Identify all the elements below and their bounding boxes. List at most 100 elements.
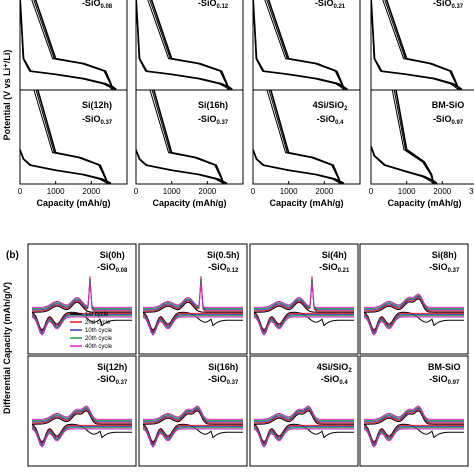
dqdv-panel-2: Si(0.5h) -SiO0.12 bbox=[138, 243, 248, 355]
voltage-curve-charge-cycle-3 bbox=[391, 89, 434, 184]
dqdv-charge-curve-2 bbox=[253, 408, 354, 424]
dqdv-charge-curve-2 bbox=[142, 408, 243, 424]
panel-frame bbox=[249, 355, 359, 467]
legend: 1st cycle 2nd cycle 10th cycle 20th cycle 40… bbox=[70, 312, 113, 350]
x-tick-label: 2000 bbox=[82, 187, 100, 196]
dqdv-charge-curve-5 bbox=[363, 293, 464, 308]
x-tick-label: 2000 bbox=[198, 187, 216, 196]
x-tick-label: 0 bbox=[251, 187, 256, 196]
dqdv-discharge-curve-4 bbox=[142, 315, 243, 335]
dqdv-charge-curve-4 bbox=[31, 406, 132, 422]
dqdv-panel-6: Si(16h) -SiO0.37 bbox=[138, 355, 248, 467]
dqdv-discharge-curve-5 bbox=[142, 316, 243, 336]
dqdv-composition-label-6: -SiO0.37 bbox=[208, 374, 239, 386]
dqdv-discharge-curve-2 bbox=[363, 312, 464, 333]
dqdv-discharge-curve-4 bbox=[142, 427, 243, 447]
dqdv-panel-8: BM-SiO -SiO0.97 bbox=[359, 355, 469, 467]
dqdv-charge-curve-2 bbox=[253, 276, 354, 312]
voltage-curve-charge-cycle-3 bbox=[382, 0, 459, 90]
dqdv-charge-curve-1 bbox=[253, 301, 354, 313]
dqdv-sample-label-4: Si(8h) bbox=[432, 250, 457, 260]
dqdv-charge-curve-4 bbox=[31, 281, 132, 310]
voltage-curve-charge-cycle-1 bbox=[267, 0, 345, 90]
voltage-curve-discharge-cycle-3 bbox=[135, 0, 229, 90]
x-tick-label: 1000 bbox=[280, 187, 298, 196]
voltage-curve-discharge-cycle-3 bbox=[370, 146, 434, 184]
voltage-curve-charge-cycle-2 bbox=[33, 0, 114, 90]
x-tick-label: 1000 bbox=[47, 187, 65, 196]
dqdv-discharge-curve-5 bbox=[31, 316, 132, 336]
x-tick-label: 0 bbox=[369, 187, 374, 196]
voltage-curve-charge-cycle-3 bbox=[149, 89, 224, 184]
legend-label-5: 40th cycle bbox=[85, 344, 113, 350]
voltage-curve-discharge-cycle-3 bbox=[135, 149, 224, 184]
dqdv-discharge-curve-3 bbox=[31, 426, 132, 446]
x-tick-label: 1000 bbox=[163, 187, 181, 196]
dqdv-discharge-curve-4 bbox=[31, 315, 132, 335]
dqdv-charge-curve-4 bbox=[363, 406, 464, 422]
dqdv-charge-curve-3 bbox=[31, 407, 132, 423]
voltage-composition-label-4: -SiO0.37 bbox=[433, 0, 464, 10]
dqdv-discharge-curve-3 bbox=[363, 426, 464, 446]
dqdv-charge-curve-5 bbox=[253, 405, 354, 420]
voltage-curve-discharge-cycle-3 bbox=[19, 0, 113, 90]
dqdv-charge-curve-3 bbox=[363, 407, 464, 423]
voltage-sample-label-5: Si(12h) bbox=[82, 100, 112, 110]
voltage-curve-charge-cycle-1 bbox=[34, 0, 114, 90]
panel-frame bbox=[27, 243, 137, 355]
dqdv-discharge-curve-4 bbox=[363, 427, 464, 447]
voltage-curve-charge-cycle-3 bbox=[147, 0, 230, 90]
dqdv-panel-4: Si(8h) -SiO0.37 bbox=[359, 243, 469, 355]
dqdv-charge-curve-3 bbox=[142, 278, 243, 311]
panel-frame bbox=[370, 89, 474, 185]
dqdv-composition-label-2: -SiO0.12 bbox=[208, 262, 239, 274]
dqdv-discharge-curve-4 bbox=[31, 427, 132, 447]
dqdv-discharge-curve-4 bbox=[253, 427, 354, 447]
voltage-curve-charge-cycle-3 bbox=[266, 89, 341, 184]
x-axis-label: Capacity (mAh/g) bbox=[36, 198, 110, 208]
legend-label-1: 1st cycle bbox=[85, 312, 109, 318]
voltage-composition-label-3: -SiO0.21 bbox=[315, 0, 346, 10]
dqdv-charge-curve-1 bbox=[142, 410, 243, 425]
panel-frame bbox=[27, 355, 137, 467]
dqdv-charge-curve-4 bbox=[253, 281, 354, 310]
voltage-curve-discharge-cycle-3 bbox=[370, 0, 459, 90]
voltage-curve-charge-cycle-2 bbox=[266, 0, 345, 90]
dqdv-discharge-curve-2 bbox=[363, 424, 464, 445]
dqdv-discharge-curve-3 bbox=[253, 314, 354, 334]
dqdv-charge-curve-3 bbox=[253, 278, 354, 311]
panel-frame bbox=[135, 89, 244, 185]
voltage-sample-label-8: BM-SiO bbox=[432, 100, 465, 110]
dqdv-discharge-curve-4 bbox=[363, 315, 464, 335]
dqdv-sample-label-2: Si(0.5h) bbox=[207, 250, 240, 260]
dqdv-composition-label-7: -SiO0.4 bbox=[321, 374, 349, 386]
x-axis-label: Capacity (mAh/g) bbox=[387, 198, 461, 208]
x-tick-label: 3000 bbox=[469, 187, 474, 196]
x-tick-label: 2000 bbox=[315, 187, 333, 196]
legend-label-2: 2nd cycle bbox=[85, 320, 111, 326]
voltage-curve-charge-cycle-2 bbox=[149, 0, 230, 90]
dqdv-charge-curve-5 bbox=[253, 283, 354, 308]
dqdv-sample-label-6: Si(16h) bbox=[208, 362, 238, 372]
dqdv-charge-curve-4 bbox=[142, 281, 243, 310]
x-tick-label: 2000 bbox=[433, 187, 451, 196]
dqdv-discharge-curve-3 bbox=[142, 426, 243, 446]
panel-frame bbox=[138, 355, 248, 467]
dqdv-charge-curve-4 bbox=[253, 406, 354, 422]
dqdv-panel-3: Si(4h) -SiO0.21 bbox=[249, 243, 359, 355]
voltage-curve-charge-cycle-3 bbox=[31, 0, 114, 90]
dqdv-charge-curve-5 bbox=[363, 405, 464, 420]
panel-frame bbox=[19, 89, 128, 185]
dqdv-charge-curve-2 bbox=[31, 276, 132, 312]
dqdv-charge-curve-3 bbox=[253, 407, 354, 423]
y-axis-label-b: Differential Capacity (mAh/g/V) bbox=[2, 282, 12, 414]
dqdv-discharge-curve-5 bbox=[253, 316, 354, 336]
voltage-curve-discharge-cycle-3 bbox=[252, 0, 344, 90]
dqdv-composition-label-5: -SiO0.37 bbox=[97, 374, 128, 386]
voltage-curve-discharge-cycle-3 bbox=[252, 149, 341, 184]
dqdv-composition-label-3: -SiO0.21 bbox=[319, 262, 350, 274]
voltage-composition-label-1: -SiO0.08 bbox=[82, 0, 113, 10]
dqdv-discharge-curve-5 bbox=[363, 316, 464, 336]
panel-a-voltage-profiles: -SiO0.08 -SiO0.12 -SiO0.21 -SiO0.37 Si(12h) -… bbox=[2, 0, 474, 208]
